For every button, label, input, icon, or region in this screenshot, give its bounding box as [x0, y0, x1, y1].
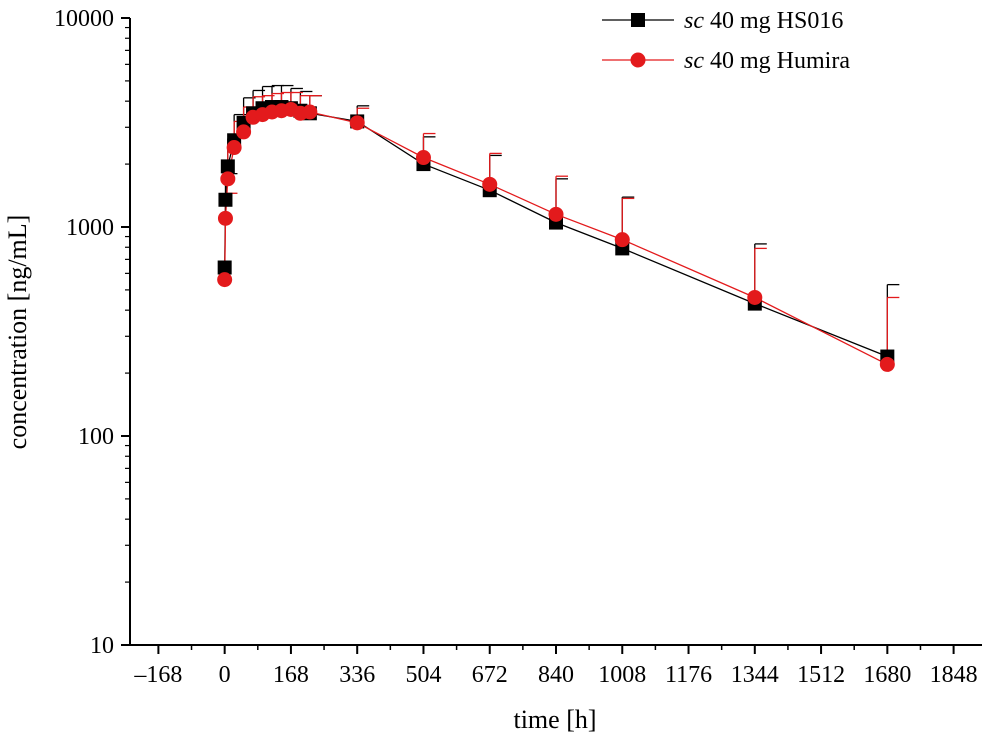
ticks-layer: –168 0 168 336 504 672 840 1008 1176 1344 1512 1680… [54, 6, 978, 688]
legend-square-marker [631, 13, 645, 27]
x-tick-label: 1344 [731, 662, 779, 688]
series-lines-layer [224, 106, 888, 365]
x-tick-label: 504 [405, 662, 441, 688]
legend: sc 40 mg HS016 sc 40 mg Humira [602, 8, 850, 74]
data-point-circle [614, 232, 630, 248]
data-point-circle [349, 115, 365, 131]
data-point-circle [217, 272, 233, 288]
x-tick-label: 1176 [665, 662, 712, 688]
x-tick-label: 840 [538, 662, 574, 688]
x-tick-label: 0 [219, 662, 231, 688]
x-tick-label: 1008 [598, 662, 646, 688]
y-tick-label: 1000 [66, 215, 114, 241]
data-point-circle [220, 171, 236, 187]
data-point-circle [548, 206, 564, 222]
data-point-square [217, 260, 232, 275]
data-point-square [220, 159, 235, 174]
series-line-2 [224, 108, 888, 365]
x-tick-label: 672 [472, 662, 508, 688]
data-point-circle [217, 210, 233, 226]
data-point-circle [415, 150, 431, 166]
y-tick-label: 10000 [54, 6, 114, 32]
x-tick-label: 1680 [863, 662, 911, 688]
x-tick-label: 1512 [797, 662, 845, 688]
x-tick-label: 1848 [930, 662, 978, 688]
x-tick-label: –168 [133, 662, 182, 688]
legend-circle-marker [630, 52, 646, 68]
x-tick-label: 336 [339, 662, 375, 688]
y-tick-label: 100 [78, 424, 114, 450]
y-axis-title: concentration [ng/mL] [3, 215, 32, 450]
data-point-square [218, 192, 233, 207]
legend-label-1: sc 40 mg HS016 [684, 8, 843, 34]
x-axis-title: time [h] [513, 705, 596, 734]
x-tick-label: 168 [273, 662, 309, 688]
data-point-circle [482, 176, 498, 192]
data-point-circle [236, 124, 252, 140]
data-point-circle [302, 104, 318, 120]
markers-layer [217, 100, 895, 372]
data-point-circle [879, 356, 895, 372]
legend-label-2: sc 40 mg Humira [684, 48, 850, 74]
series-line-1 [224, 106, 888, 358]
data-point-circle [747, 289, 763, 305]
y-tick-label: 10 [90, 633, 114, 659]
data-point-circle [226, 140, 242, 156]
